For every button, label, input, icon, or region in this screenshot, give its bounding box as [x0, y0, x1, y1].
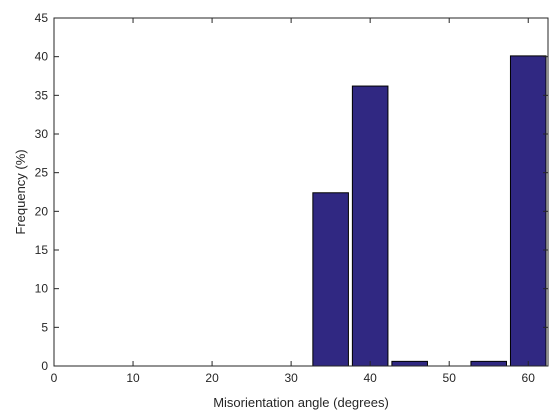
y-tick-label: 20	[35, 204, 49, 218]
x-tick-label: 50	[443, 371, 457, 385]
bar-55	[470, 360, 508, 367]
y-tick-label: 15	[35, 243, 49, 257]
x-tick-label: 30	[284, 371, 298, 385]
x-tick-label: 10	[126, 371, 140, 385]
bar-40	[351, 85, 389, 367]
bar-45	[391, 360, 428, 367]
y-tick-label: 45	[35, 11, 49, 25]
y-tick-label: 35	[35, 88, 49, 102]
x-tick-label: 40	[363, 371, 377, 385]
y-axis-title: Frequency (%)	[13, 149, 28, 234]
y-tick-label: 0	[41, 359, 48, 373]
x-axis: 0 10 20 30 40 50 60	[51, 18, 536, 385]
bar-35	[312, 192, 349, 367]
y-tick-label: 30	[35, 127, 49, 141]
y-tick-label: 25	[35, 166, 49, 180]
y-tick-label: 40	[35, 50, 49, 64]
axes-box	[53, 17, 549, 367]
plot-area	[54, 18, 548, 366]
y-tick-label: 5	[41, 320, 48, 334]
x-tick-label: 0	[51, 371, 58, 385]
x-tick-label: 60	[522, 371, 536, 385]
x-tick-label: 20	[205, 371, 219, 385]
x-axis-title: Misorientation angle (degrees)	[213, 395, 389, 410]
y-axis: 0 5 10 15 20 25 30 35 40 45	[35, 11, 548, 373]
y-tick-label: 10	[35, 282, 49, 296]
bar-60	[509, 55, 547, 367]
bars-group	[312, 55, 547, 367]
